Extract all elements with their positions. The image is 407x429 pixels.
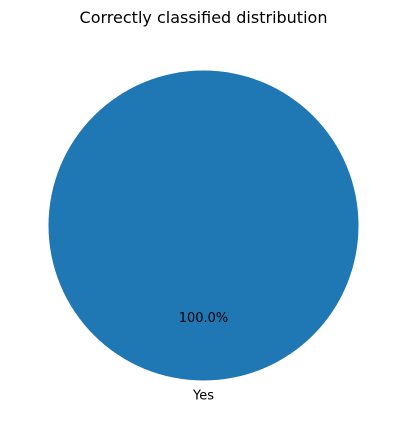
pie: Yes 100.0% (48, 70, 359, 404)
chart-title: Correctly classified distribution (80, 8, 328, 27)
pie-slice-yes (48, 70, 359, 381)
slice-percent-label: 100.0% (179, 311, 229, 326)
slice-label: Yes (192, 389, 214, 404)
